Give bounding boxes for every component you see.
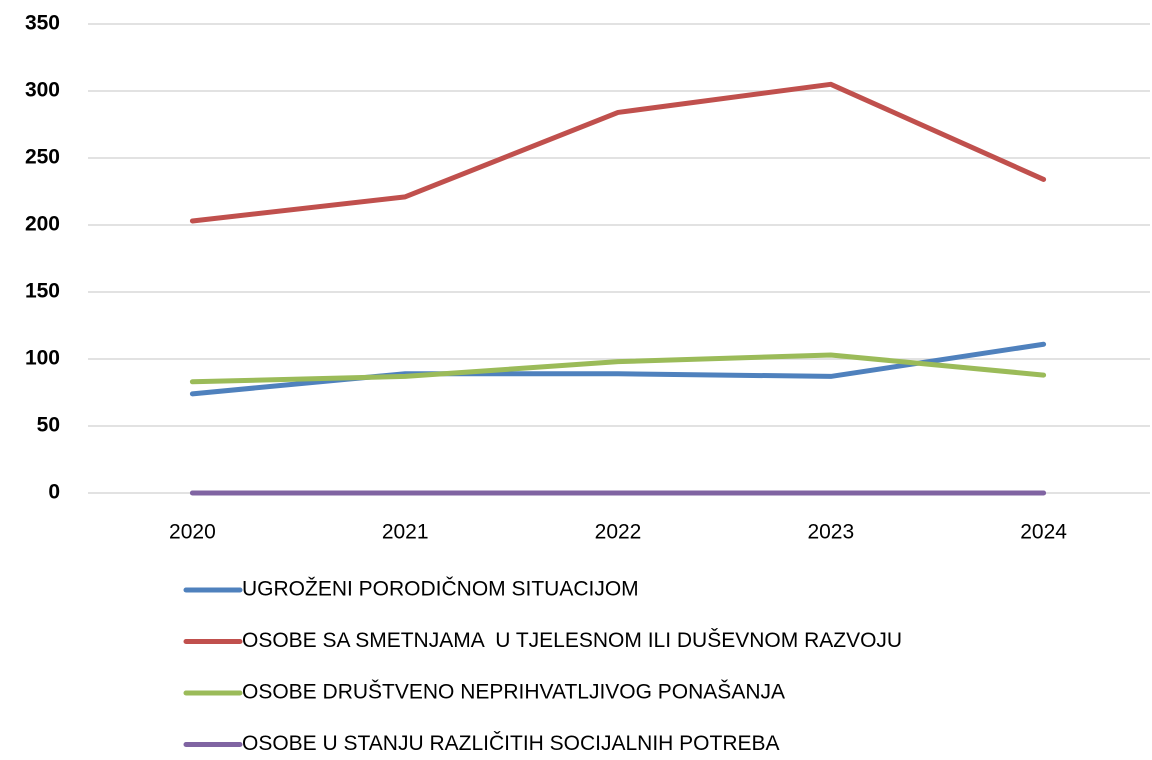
x-tick-label: 2020	[169, 521, 216, 544]
y-tick-label: 150	[25, 280, 60, 303]
y-tick-label: 350	[25, 12, 60, 35]
y-tick-label: 50	[37, 414, 60, 437]
y-tick-label: 0	[48, 481, 60, 504]
x-tick-label: 2024	[1020, 521, 1067, 544]
x-tick-label: 2023	[807, 521, 854, 544]
y-tick-label: 100	[25, 347, 60, 370]
y-tick-label: 300	[25, 79, 60, 102]
series-line	[189, 341, 1047, 397]
legend-label: OSOBE SA SMETNJAMA U TJELESNOM ILI DUŠEV…	[242, 629, 902, 652]
y-tick-label: 250	[25, 146, 60, 169]
legend-label: UGROŽENI PORODIČNOM SITUACIJOM	[242, 578, 639, 601]
y-tick-label: 200	[25, 213, 60, 236]
legend-label: OSOBE DRUŠTVENO NEPRIHVATLJIVOG PONAŠANJ…	[242, 681, 785, 704]
x-tick-label: 2022	[595, 521, 642, 544]
legend-label: OSOBE U STANJU RAZLIČITIH SOCIJALNIH POT…	[242, 732, 780, 755]
x-tick-label: 2021	[382, 521, 429, 544]
series-line	[189, 81, 1047, 224]
series-line	[189, 352, 1047, 385]
